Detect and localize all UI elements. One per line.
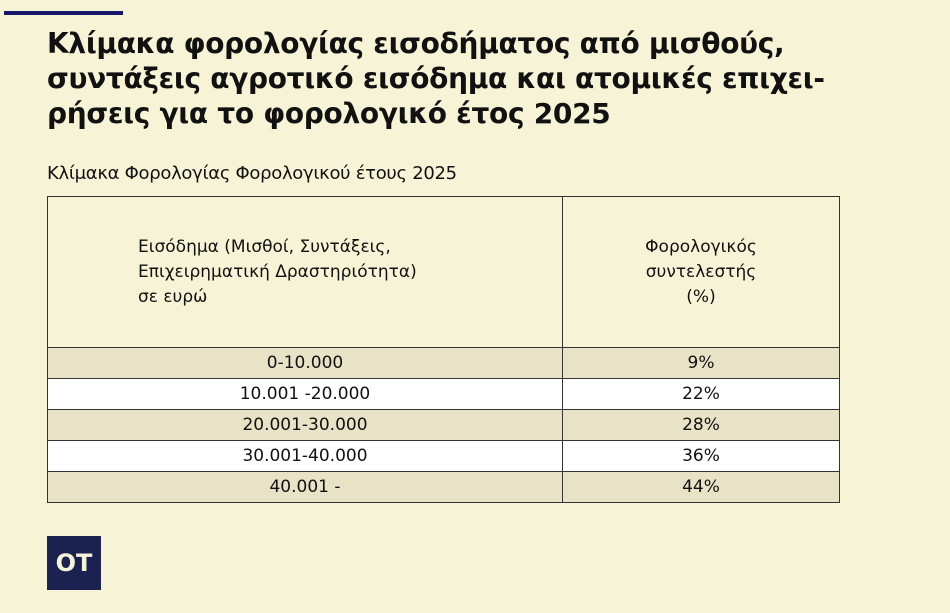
ot-logo: OT [47, 536, 101, 590]
table-header-row: Εισόδημα (Μισθοί, Συντάξεις, Επιχειρηματ… [47, 196, 840, 348]
table-row: 20.001-30.000 28% [47, 409, 840, 441]
rate-cell: 44% [562, 471, 840, 503]
income-cell: 40.001 - [47, 471, 563, 503]
header-line: συντελεστής [645, 261, 757, 282]
table-row: 30.001-40.000 36% [47, 440, 840, 472]
rate-cell: 28% [562, 409, 840, 441]
title-line: ρήσεις για το φορολογικό έτος 2025 [47, 97, 611, 130]
rate-cell: 22% [562, 378, 840, 410]
accent-bar [4, 11, 123, 15]
header-line: Εισόδημα (Μισθοί, Συντάξεις, [138, 236, 391, 257]
title-line: συντάξεις αγροτικό εισόδημα και ατομικές… [47, 62, 825, 95]
table-caption: Κλίμακα Φορολογίας Φορολογικού έτους 202… [47, 163, 457, 184]
income-cell: 20.001-30.000 [47, 409, 563, 441]
income-cell: 30.001-40.000 [47, 440, 563, 472]
rate-cell: 9% [562, 347, 840, 379]
table-row: 0-10.000 9% [47, 347, 840, 379]
rate-column-header: Φορολογικός συντελεστής (%) [562, 196, 840, 348]
title-line: Κλίμακα φορολογίας εισοδήματος από μισθο… [47, 27, 785, 60]
tax-scale-table: Εισόδημα (Μισθοί, Συντάξεις, Επιχειρηματ… [47, 196, 840, 503]
header-line: Φορολογικός [645, 236, 757, 257]
header-line: (%) [686, 286, 716, 307]
income-column-header: Εισόδημα (Μισθοί, Συντάξεις, Επιχειρηματ… [47, 196, 563, 348]
income-cell: 10.001 -20.000 [47, 378, 563, 410]
header-line: Επιχειρηματική Δραστηριότητα) [138, 261, 417, 282]
income-cell: 0-10.000 [47, 347, 563, 379]
page-title: Κλίμακα φορολογίας εισοδήματος από μισθο… [47, 26, 927, 131]
rate-cell: 36% [562, 440, 840, 472]
header-line: σε ευρώ [138, 286, 208, 307]
table-row: 40.001 -44% [47, 471, 840, 503]
table-row: 10.001 -20.000 22% [47, 378, 840, 410]
